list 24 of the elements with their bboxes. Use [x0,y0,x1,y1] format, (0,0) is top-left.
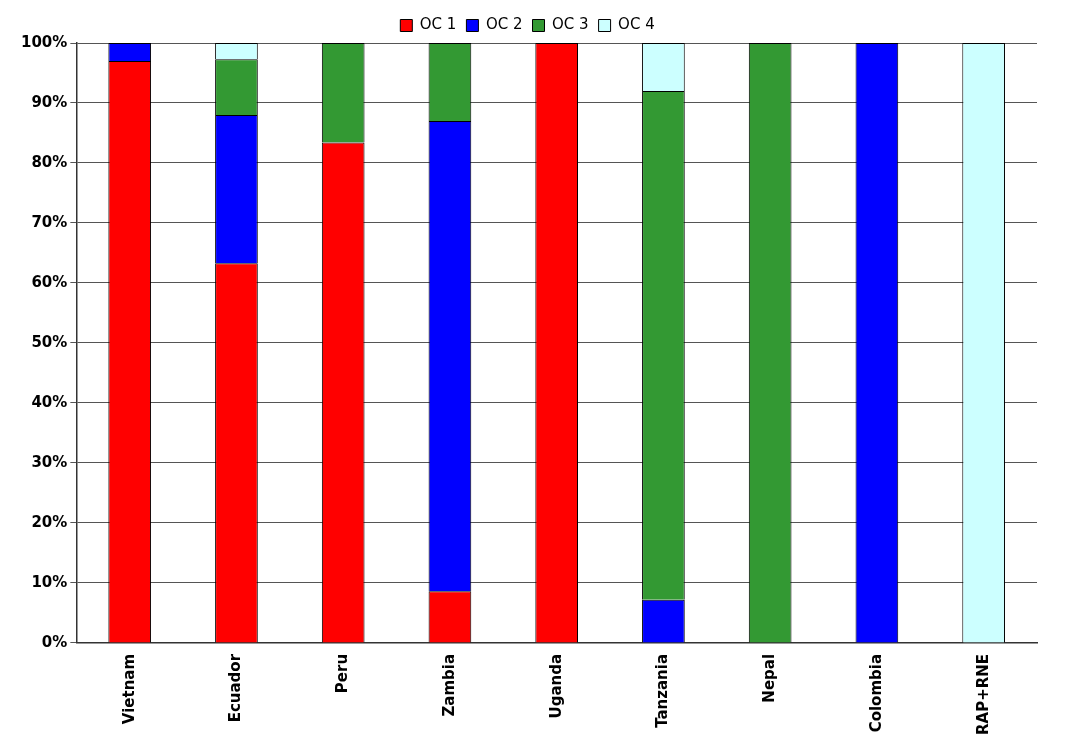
y-tick-label: 100% [21,32,68,51]
x-tick-label: Tanzania [653,653,672,728]
x-tick-label: Nepal [760,653,779,703]
x-tick-label: Uganda [546,653,565,719]
y-tick-label: 70% [31,212,68,231]
y-tick-label: 0% [41,632,68,651]
x-tick-label: RAP+RNE [973,653,992,736]
x-tick-label: Colombia [866,653,885,733]
legend-label: OC 3 [552,15,589,34]
x-tick-label: Vietnam [119,653,138,725]
y-tick-label: 40% [31,392,68,411]
y-tick-label: 30% [31,452,68,471]
legend-label: OC 1 [419,15,457,34]
y-tick-label: 10% [31,572,68,591]
y-tick-label: 20% [31,512,68,531]
y-tick-label: 80% [31,152,68,171]
y-tick-label: 60% [31,272,68,291]
x-tick-label: Zambia [439,653,458,717]
y-tick-label: 50% [31,332,68,351]
x-tick-label: Ecuador [226,653,245,723]
legend-label: OC 2 [485,15,523,34]
x-tick-label: Peru [333,653,352,694]
legend-label: OC 4 [618,15,655,34]
y-tick-label: 90% [31,92,68,111]
